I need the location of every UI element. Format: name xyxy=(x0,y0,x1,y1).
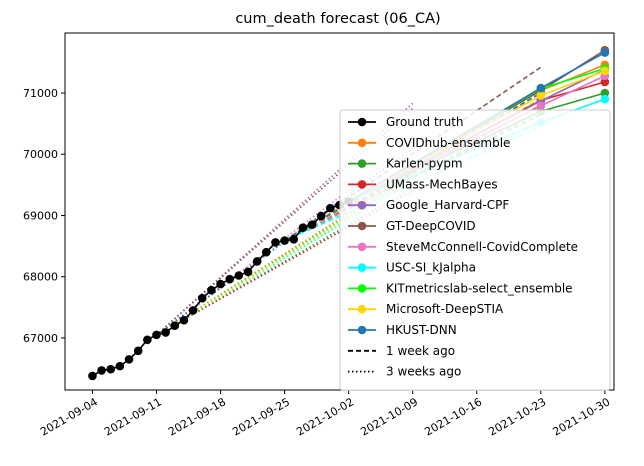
forecast-point xyxy=(600,77,610,87)
ground-truth-point xyxy=(289,235,299,244)
ground-truth-point xyxy=(106,364,116,374)
plot-frame xyxy=(64,32,615,391)
legend-label: Google_Harvard-CPF xyxy=(386,198,509,212)
ground-truth-point xyxy=(225,274,234,284)
legend-marker xyxy=(357,242,367,252)
ground-truth-point xyxy=(307,220,317,229)
legend-marker xyxy=(357,263,367,272)
ground-truth-point xyxy=(88,371,97,381)
legend-marker xyxy=(357,159,367,168)
ground-truth-point xyxy=(188,306,198,315)
ground-truth-point xyxy=(280,236,289,245)
ground-truth-point xyxy=(207,285,216,295)
legend-label: 3 weeks ago xyxy=(386,365,461,379)
ground-truth-point xyxy=(271,238,280,247)
forecast-point xyxy=(536,91,546,100)
legend-marker xyxy=(357,221,367,231)
ground-truth-point xyxy=(179,315,189,325)
forecast-3-weeks-ago-line xyxy=(155,102,414,336)
y-tick-label: 70000 xyxy=(23,148,58,161)
ground-truth-point xyxy=(262,247,271,257)
ground-truth-point xyxy=(152,330,161,340)
legend-label: KITmetricslab-select_ensemble xyxy=(386,281,573,295)
legend-box xyxy=(339,109,611,391)
forecast-point xyxy=(600,48,610,57)
legend-label: GT-DeepCOVID xyxy=(386,219,476,233)
forecast-point xyxy=(536,83,546,93)
legend-marker xyxy=(357,200,367,210)
legend-label: Microsoft-DeepSTIA xyxy=(386,302,504,316)
ground-truth-series xyxy=(88,197,353,381)
ground-truth-point xyxy=(243,267,253,277)
legend-label: SteveMcConnell-CovidComplete xyxy=(386,240,578,254)
y-tick-label: 68000 xyxy=(23,271,58,284)
legend-label: COVIDhub-ensemble xyxy=(386,136,510,150)
legend-label: 1 week ago xyxy=(386,344,455,358)
y-tick-label: 71000 xyxy=(23,87,58,100)
forecast-point xyxy=(600,66,610,76)
legend-marker xyxy=(357,304,367,314)
legend-marker xyxy=(357,325,367,335)
ground-truth-point xyxy=(316,211,326,221)
ground-truth-point xyxy=(133,346,143,356)
ground-truth-point xyxy=(143,335,152,345)
chart-legend: Ground truth COVIDhub-ensemble Karlen-pypm… xyxy=(339,109,611,391)
legend-label: USC-SI_kJalpha xyxy=(386,261,476,275)
legend-marker xyxy=(357,180,367,189)
ground-truth-point xyxy=(234,271,244,280)
ground-truth-point xyxy=(161,328,170,337)
forecast-point xyxy=(600,94,610,104)
ground-truth-point xyxy=(97,366,106,375)
legend-label: Karlen-pypm xyxy=(386,157,463,171)
ground-truth-point xyxy=(124,355,134,364)
forecast-point xyxy=(536,101,546,111)
legend-label: UMass-MechBayes xyxy=(386,177,498,191)
legend-label: Ground truth xyxy=(386,115,464,129)
legend-marker xyxy=(357,284,367,293)
y-tick-label: 67000 xyxy=(23,332,58,345)
ground-truth-point xyxy=(252,257,262,266)
ground-truth-point xyxy=(216,279,225,289)
ground-truth-point xyxy=(197,293,207,303)
ground-truth-point xyxy=(170,321,180,331)
ground-truth-point xyxy=(115,361,125,371)
legend-label: HKUST-DNN xyxy=(386,323,457,337)
chart-title: cum_death forecast (06_CA) xyxy=(235,11,440,27)
ground-truth-point xyxy=(298,223,308,233)
forecast-point xyxy=(600,88,610,98)
legend-marker xyxy=(357,138,367,148)
legend-marker xyxy=(357,117,367,127)
ground-truth-point xyxy=(326,203,335,213)
y-tick-label: 69000 xyxy=(23,209,58,222)
